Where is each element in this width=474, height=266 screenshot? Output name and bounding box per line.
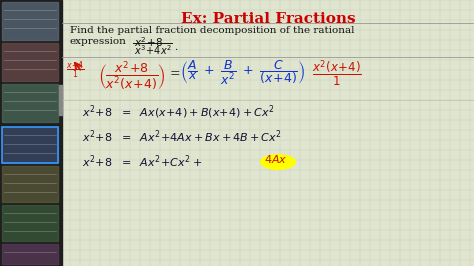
Text: expression: expression: [70, 37, 127, 46]
Text: $x^2\!+\!8\ \ =\ \ Ax^2\!+\!4Ax + Bx + 4B + Cx^2$: $x^2\!+\!8\ \ =\ \ Ax^2\!+\!4Ax + Bx + 4…: [82, 128, 282, 145]
Bar: [2, 2, 58, 40]
Text: $\left(\dfrac{A}{x}\ +\ \dfrac{B}{x^2}\ +\ \dfrac{C}{(x\!+\!4)}\right)$: $\left(\dfrac{A}{x}\ +\ \dfrac{B}{x^2}\ …: [180, 59, 305, 87]
Text: =: =: [170, 67, 181, 80]
Bar: [2, 205, 58, 241]
Bar: [0, 0, 62, 266]
Ellipse shape: [260, 154, 296, 170]
Text: Ex: Partial Fractions: Ex: Partial Fractions: [181, 12, 356, 26]
Text: $x^2\!+\!8\ \ =\ \ Ax(x\!+\!4) + B(x\!+\!4) + Cx^2$: $x^2\!+\!8\ \ =\ \ Ax(x\!+\!4) + B(x\!+\…: [82, 103, 275, 120]
Text: $x^2\!+\!8$: $x^2\!+\!8$: [134, 35, 163, 49]
Text: $x^3\!+\!4x^2$: $x^3\!+\!4x^2$: [134, 43, 172, 57]
Bar: [2, 43, 58, 81]
Bar: [59, 85, 62, 115]
Text: $\left(\dfrac{x^2\!+\!8}{x^2(x\!+\!4)}\right)$: $\left(\dfrac{x^2\!+\!8}{x^2(x\!+\!4)}\r…: [98, 59, 165, 92]
Text: $4Ax$: $4Ax$: [264, 153, 287, 165]
Bar: [2, 127, 58, 163]
Text: $x^2\!+\!8\ \ =\ \ Ax^2\!+\!Cx^2 +\ $: $x^2\!+\!8\ \ =\ \ Ax^2\!+\!Cx^2 +\ $: [82, 153, 202, 170]
Text: $\frac{x\!+\!4}{1}$: $\frac{x\!+\!4}{1}$: [66, 60, 85, 81]
Text: .: .: [174, 43, 177, 52]
Text: Find the partial fraction decomposition of the rational: Find the partial fraction decomposition …: [70, 26, 355, 35]
Bar: [2, 127, 58, 163]
Bar: [2, 244, 58, 264]
Text: $\dfrac{x^2(x\!+\!4)}{1}$: $\dfrac{x^2(x\!+\!4)}{1}$: [312, 59, 362, 89]
Bar: [2, 166, 58, 202]
Bar: [2, 84, 58, 122]
